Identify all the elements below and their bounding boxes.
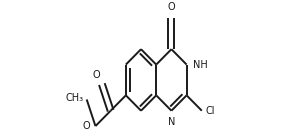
Text: CH₃: CH₃ [66,93,84,103]
Text: Cl: Cl [206,106,215,116]
Text: O: O [93,70,100,80]
Text: NH: NH [193,60,208,70]
Text: O: O [82,121,90,131]
Text: O: O [168,2,175,12]
Text: N: N [168,117,175,127]
